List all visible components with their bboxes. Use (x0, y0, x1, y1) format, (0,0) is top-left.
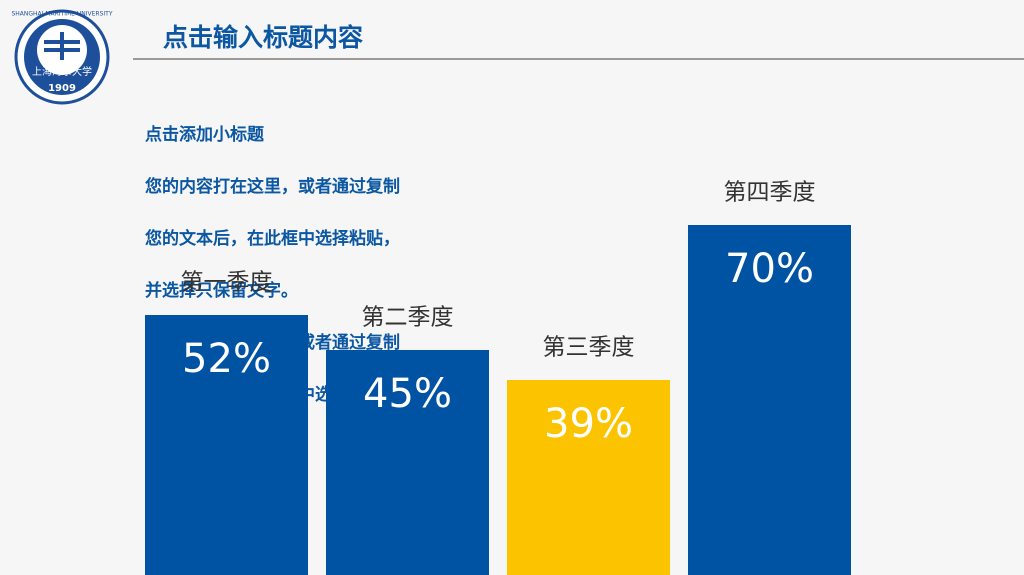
body-line: 您的内容打在这里，或者通过复制 (145, 177, 400, 197)
bar (145, 315, 308, 575)
category-label: 第一季度 (181, 270, 273, 296)
logo-year: 1909 (48, 83, 76, 94)
value-label: 70% (725, 246, 814, 292)
subtitle: 点击添加小标题 (145, 125, 264, 145)
category-label: 第三季度 (543, 335, 635, 361)
logo: SHANGHAI MARITIME UNIVERSITY 上海海事大学 1909 (11, 9, 113, 105)
logo-name-en: SHANGHAI MARITIME UNIVERSITY (11, 11, 112, 18)
category-label: 第二季度 (362, 305, 454, 331)
rule (133, 58, 1024, 60)
value-label: 39% (544, 401, 633, 447)
bar (326, 350, 489, 575)
bar (688, 225, 851, 575)
bar (507, 380, 670, 575)
body-line: 并选择只保留文字。 (145, 281, 298, 301)
title: 点击输入标题内容 (163, 23, 364, 52)
value-label: 45% (363, 371, 452, 417)
body-line: 您的文本后，在此框中选择粘贴， (145, 229, 400, 249)
value-label: 52% (182, 336, 271, 382)
category-label: 第四季度 (724, 180, 816, 206)
logo-name-cn: 上海海事大学 (32, 65, 92, 78)
